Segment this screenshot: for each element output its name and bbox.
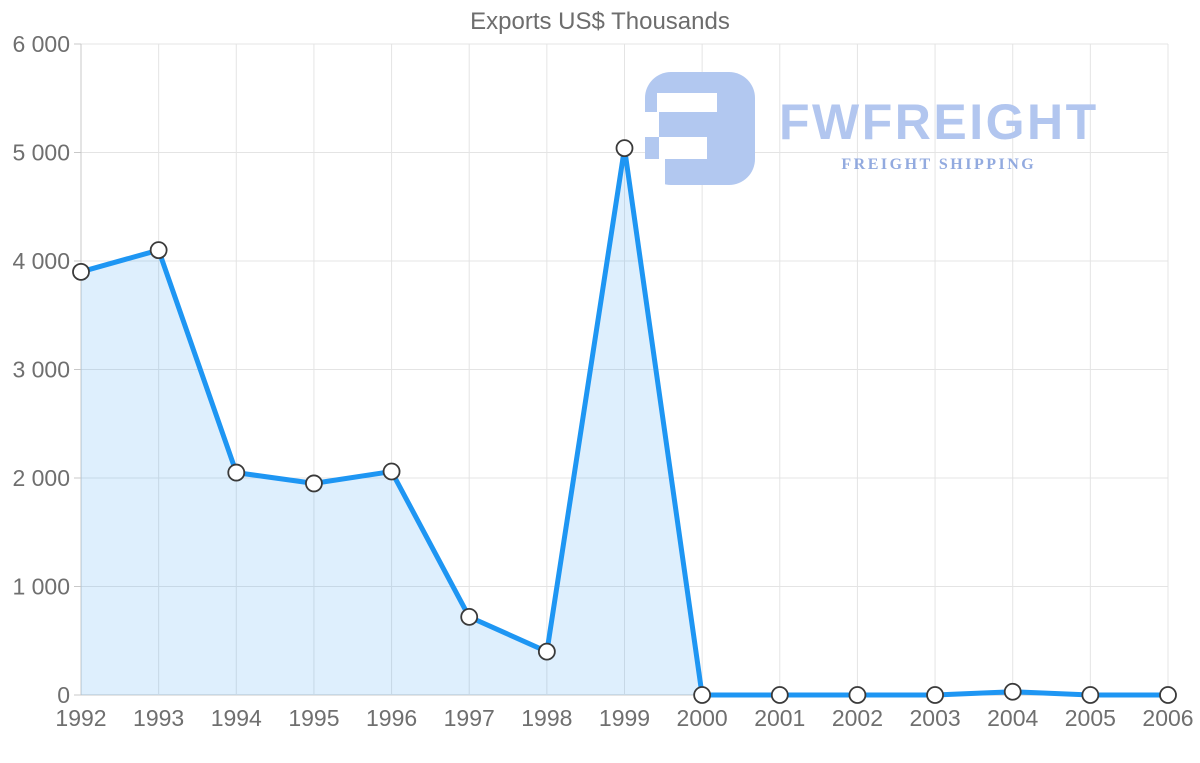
y-tick-label: 0 [57,682,70,708]
data-point-2002[interactable] [848,686,867,704]
x-axis-labels: 1992 1993 1994 1995 1996 1997 1998 1999 2000 2001… [55,705,1193,731]
y-tick-label: 4 000 [12,248,70,274]
data-point-markers [72,139,1177,704]
watermark-logo: FWFREIGHT FREIGHT SHIPPING [645,72,1099,185]
x-tick-label: 2005 [1065,705,1116,731]
x-tick-label: 2006 [1142,705,1193,731]
data-point-2003[interactable] [926,686,944,704]
x-tick-label: 2003 [909,705,960,731]
data-point-1997[interactable] [460,607,479,626]
x-tick-label: 1994 [211,705,262,731]
x-tick-label: 1998 [521,705,572,731]
y-tick-label: 6 000 [12,31,70,57]
data-point-2006[interactable] [1159,686,1177,704]
y-tick-label: 3 000 [12,357,70,383]
logo-tagline-text: FREIGHT SHIPPING [841,156,1037,173]
y-tick-label: 1 000 [12,574,70,600]
x-tick-label: 2004 [987,705,1038,731]
x-tick-label: 1999 [599,705,650,731]
logo-text-block: FWFREIGHT FREIGHT SHIPPING [779,72,1099,174]
x-tick-label: 1993 [133,705,184,731]
area-fill [81,148,1168,695]
x-tick-label: 1996 [366,705,417,731]
y-tick-label: 5 000 [12,140,70,166]
fwfreight-logo-icon [645,72,755,185]
data-point-1998[interactable] [537,642,556,661]
data-point-1994[interactable] [227,463,246,482]
x-tick-label: 1992 [55,705,106,731]
data-point-2004[interactable] [1003,682,1022,701]
data-point-1993[interactable] [149,241,168,260]
data-point-1996[interactable] [382,462,401,481]
x-tick-label: 1995 [288,705,339,731]
x-tick-label: 2001 [754,705,805,731]
data-point-1999[interactable] [615,139,634,158]
data-point-2005[interactable] [1081,686,1100,704]
chart-title: Exports US$ Thousands [470,8,730,35]
logo-brand-text: FWFREIGHT [779,94,1099,150]
y-tick-label: 2 000 [12,465,70,491]
x-tick-label: 2002 [832,705,883,731]
data-point-2000[interactable] [693,686,712,704]
x-tick-label: 1997 [444,705,495,731]
data-point-1995[interactable] [305,474,323,493]
data-point-1992[interactable] [72,262,90,281]
y-axis-labels: 0 1 000 2 000 3 000 4 000 5 000 6 000 [12,31,70,708]
x-tick-label: 2000 [677,705,728,731]
data-point-2001[interactable] [770,686,789,704]
